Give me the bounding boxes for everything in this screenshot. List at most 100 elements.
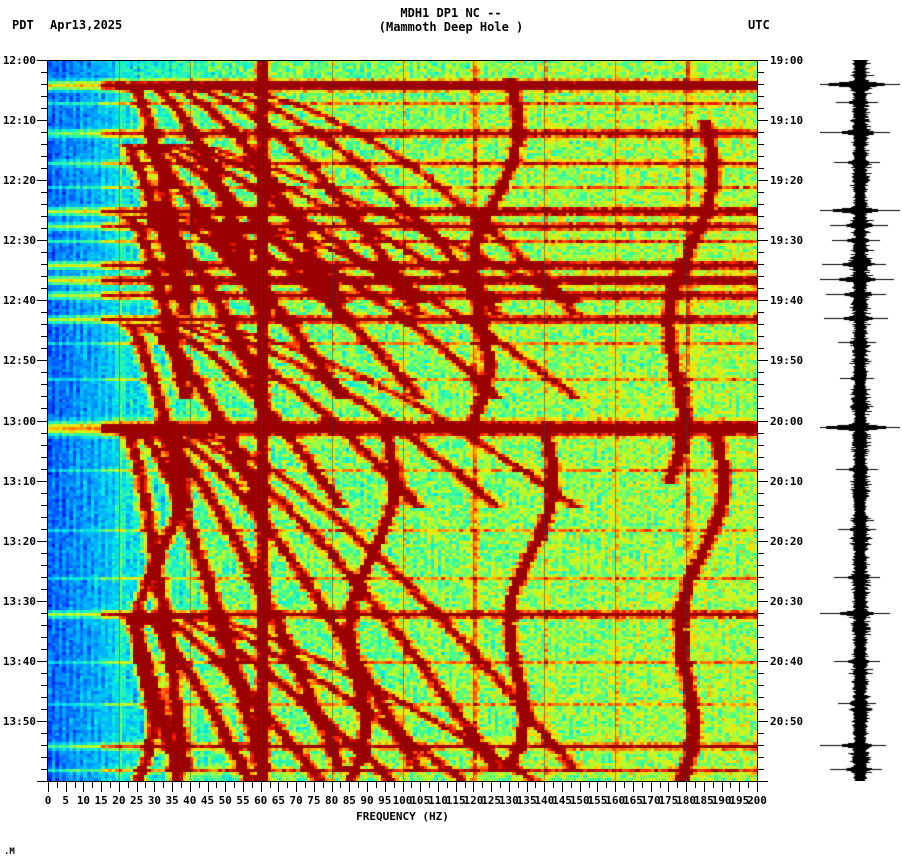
- time-tick-left: [37, 300, 47, 302]
- time-tick-left: [41, 204, 47, 206]
- time-tick-right: [758, 168, 764, 170]
- time-tick-right: [758, 768, 764, 770]
- time-tick-left: [41, 444, 47, 446]
- frequency-tick-label: 135: [516, 794, 537, 807]
- time-tick-right: [758, 144, 764, 146]
- frequency-tick-label: 150: [569, 794, 590, 807]
- time-tick-right: [758, 588, 764, 590]
- time-tick-left: [37, 781, 47, 782]
- time-tick-left: [37, 420, 47, 422]
- time-tick-left: [37, 540, 47, 542]
- time-label-left: 12:00: [2, 54, 36, 67]
- time-tick-right: [758, 240, 768, 242]
- frequency-tick-minor: [624, 782, 626, 788]
- time-tick-left: [41, 588, 47, 590]
- frequency-tick-label: 20: [112, 794, 126, 807]
- time-tick-right: [758, 624, 764, 626]
- station-title-line2: (Mammoth Deep Hole ): [378, 20, 524, 34]
- frequency-tick-minor: [429, 782, 431, 788]
- date-label: Apr13,2025: [50, 18, 123, 32]
- frequency-tick-label: 190: [711, 794, 732, 807]
- time-tick-left: [41, 84, 47, 86]
- frequency-tick: [615, 782, 617, 792]
- frequency-tick: [172, 782, 174, 792]
- time-tick-right: [758, 192, 764, 194]
- frequency-tick-minor: [287, 782, 289, 788]
- time-tick-left: [41, 552, 47, 554]
- seismogram-trace: [820, 60, 900, 781]
- frequency-tick-minor: [677, 782, 679, 788]
- frequency-tick-minor: [340, 782, 342, 788]
- frequency-tick-label: 80: [324, 794, 339, 807]
- time-tick-right: [758, 636, 764, 638]
- frequency-tick-label: 40: [183, 794, 197, 807]
- time-label-right: 19:50: [770, 354, 804, 368]
- time-tick-right: [758, 612, 764, 614]
- time-tick-left: [37, 720, 47, 722]
- frequency-tick-minor: [606, 782, 608, 788]
- frequency-tick: [668, 782, 670, 792]
- frequency-tick: [703, 782, 705, 792]
- time-tick-right: [758, 108, 764, 110]
- seismogram-trace-panel: [820, 60, 900, 781]
- time-tick-right: [758, 744, 764, 746]
- time-tick-right: [758, 312, 764, 314]
- frequency-tick-label: 65: [271, 794, 286, 807]
- frequency-tick-label: 85: [342, 794, 356, 807]
- frequency-tick-minor: [145, 782, 147, 788]
- time-tick-right: [758, 348, 764, 350]
- frequency-tick: [83, 782, 85, 792]
- frequency-tick-minor: [56, 782, 58, 788]
- time-tick-right: [758, 84, 764, 86]
- frequency-tick-minor: [198, 782, 200, 788]
- time-tick-left: [41, 384, 47, 386]
- frequency-tick-minor: [127, 782, 129, 788]
- frequency-tick-minor: [712, 782, 714, 788]
- frequency-tick: [437, 782, 439, 792]
- frequency-tick-label: 175: [658, 794, 679, 807]
- time-label-left: 12:40: [2, 294, 36, 308]
- frequency-tick: [686, 782, 688, 792]
- frequency-tick: [491, 782, 493, 792]
- frequency-tick: [455, 782, 457, 792]
- frequency-axis-title: FREQUENCY (HZ): [356, 810, 449, 823]
- frequency-tick-minor: [163, 782, 165, 788]
- time-tick-left: [41, 528, 47, 530]
- time-tick-right: [758, 264, 764, 266]
- frequency-tick-label: 170: [640, 794, 661, 807]
- time-tick-left: [41, 396, 47, 398]
- timezone-label-left: PDT: [12, 18, 34, 32]
- time-tick-right: [758, 96, 764, 98]
- frequency-tick-label: 5: [62, 794, 70, 807]
- time-tick-right: [758, 156, 764, 158]
- spectrogram-plot-area[interactable]: [48, 60, 757, 781]
- time-tick-left: [41, 372, 47, 374]
- frequency-tick-label: 165: [622, 794, 643, 807]
- time-tick-right: [758, 324, 764, 326]
- time-label-left: 12:20: [2, 174, 36, 188]
- frequency-tick-label: 155: [587, 794, 608, 807]
- time-tick-right: [758, 120, 768, 122]
- frequency-tick: [721, 782, 723, 792]
- time-tick-right: [758, 204, 764, 206]
- frequency-tick-minor: [375, 782, 377, 788]
- time-tick-left: [37, 240, 47, 242]
- station-title-line1: MDH1 DP1 NC --: [400, 6, 502, 20]
- time-label-right: 19:20: [770, 174, 804, 188]
- frequency-tick: [136, 782, 138, 792]
- frequency-tick-minor: [180, 782, 182, 788]
- frequency-tick-minor: [393, 782, 395, 788]
- frequency-tick-label: 110: [428, 794, 448, 807]
- time-tick-left: [41, 408, 47, 410]
- frequency-tick: [367, 782, 369, 792]
- frequency-tick-label: 50: [218, 794, 232, 807]
- frequency-tick-label: 55: [236, 794, 250, 807]
- frequency-tick: [313, 782, 315, 792]
- frequency-tick-minor: [92, 782, 94, 788]
- time-tick-left: [37, 180, 47, 182]
- frequency-tick-minor: [499, 782, 501, 788]
- time-tick-left: [41, 732, 47, 734]
- time-tick-left: [41, 288, 47, 290]
- frequency-tick-label: 10: [76, 794, 91, 807]
- time-tick-right: [758, 276, 764, 278]
